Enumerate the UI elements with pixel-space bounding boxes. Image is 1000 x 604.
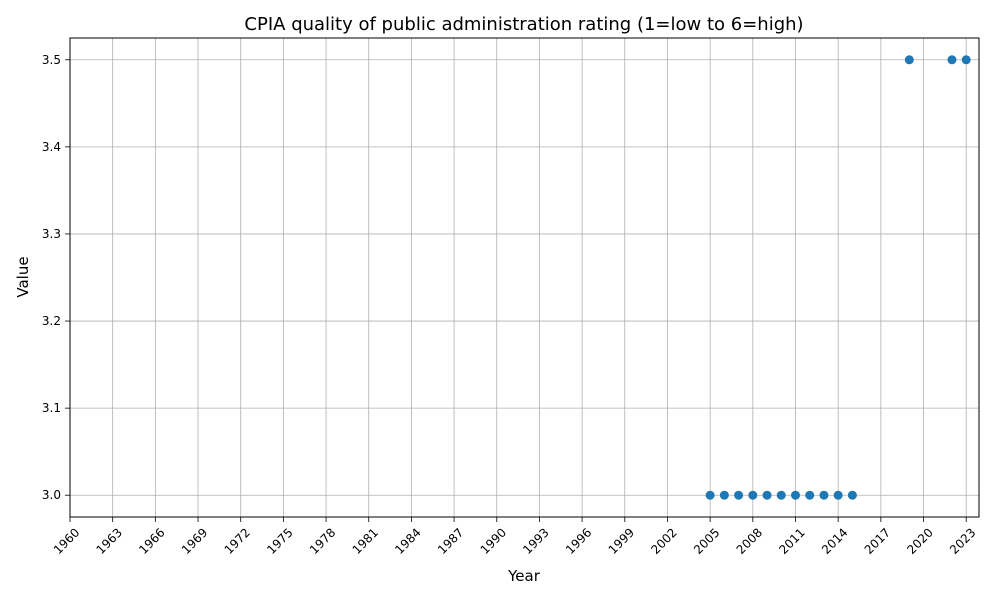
data-point: [790, 490, 800, 500]
x-tick-label: 2023: [947, 525, 978, 556]
x-tick-label: 1996: [563, 525, 594, 556]
x-tick-label: 1978: [307, 525, 338, 556]
x-tick-label: 2005: [691, 525, 722, 556]
points-layer: [705, 55, 971, 500]
x-tick-label: 1990: [478, 525, 509, 556]
data-point: [805, 490, 815, 500]
x-tick-label: 1966: [136, 525, 167, 556]
x-tick-label: 1960: [51, 525, 82, 556]
x-tick-label: 2014: [819, 525, 850, 556]
chart-title: CPIA quality of public administration ra…: [244, 14, 803, 35]
x-tick-label: 1969: [179, 525, 210, 556]
y-tick-label: 3.1: [42, 401, 61, 415]
data-point: [762, 490, 772, 500]
data-point: [904, 55, 914, 65]
x-axis-label: Year: [507, 567, 541, 585]
grid-layer: [69, 38, 979, 517]
data-point: [734, 490, 744, 500]
y-tick-label: 3.0: [42, 488, 61, 502]
plot-frame: [69, 37, 980, 518]
data-point: [947, 55, 957, 65]
y-tick-label: 3.4: [42, 140, 61, 154]
x-tick-label: 1999: [606, 525, 637, 556]
data-point: [719, 490, 729, 500]
data-point: [961, 55, 971, 65]
x-tick-label: 2008: [734, 525, 765, 556]
data-point: [847, 490, 857, 500]
data-point: [776, 490, 786, 500]
x-tick-label: 1987: [435, 525, 466, 556]
x-tick-label: 2002: [648, 525, 679, 556]
x-tick-label: 2011: [776, 525, 807, 556]
y-tick-label: 3.2: [42, 314, 61, 328]
data-point: [833, 490, 843, 500]
y-tick-label: 3.5: [42, 53, 61, 67]
x-tick-label: 1975: [264, 525, 295, 556]
data-point: [819, 490, 829, 500]
data-point: [705, 490, 715, 500]
data-point: [748, 490, 758, 500]
x-tick-label: 1963: [94, 525, 125, 556]
x-tick-label: 1984: [392, 525, 423, 556]
x-tick-label: 1993: [520, 525, 551, 556]
y-tick-label: 3.3: [42, 227, 61, 241]
x-tick-label: 2017: [862, 525, 893, 556]
y-axis-label: Value: [14, 256, 32, 297]
x-tick-label: 2020: [904, 525, 935, 556]
x-tick-label: 1981: [350, 525, 381, 556]
x-tick-label: 1972: [222, 525, 253, 556]
